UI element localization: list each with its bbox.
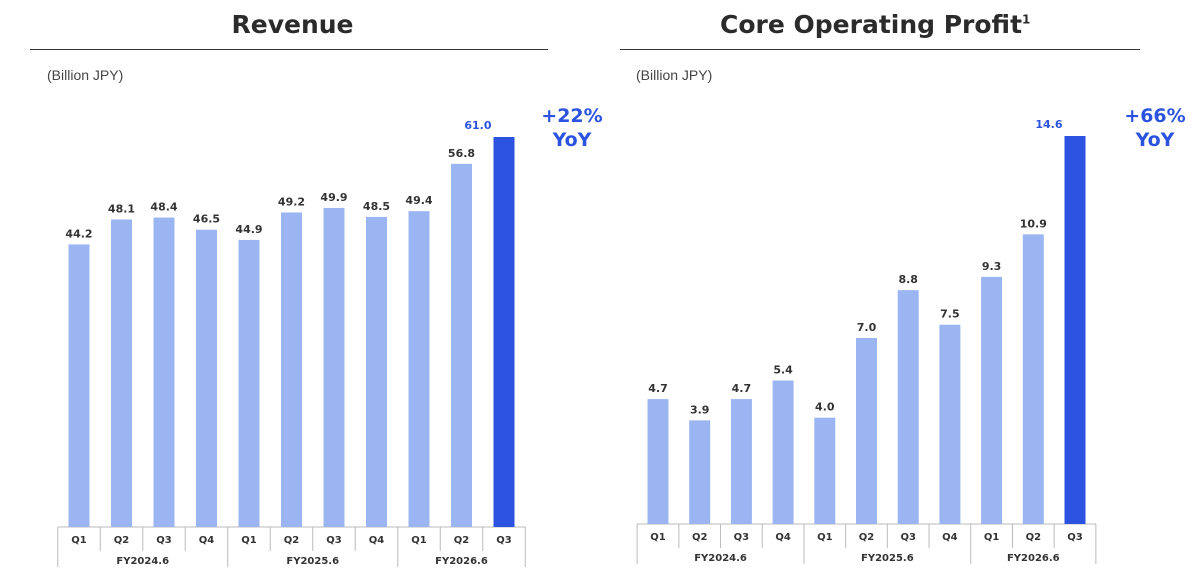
core-operating-profit-value-label-9: 9.3 [982,260,1002,273]
revenue-quarter-label-7: Q3 [326,535,342,546]
core-operating-profit-value-label-2: 3.9 [690,403,710,416]
core-operating-profit-bar-10 [1022,234,1044,524]
revenue-yoy-callout: +22% YoY [540,104,604,152]
core-operating-profit-value-label-8: 7.5 [940,308,960,321]
core-operating-profit-value-label-11: 14.6 [1035,118,1062,131]
revenue-bar-10 [451,163,472,527]
revenue-value-label-4: 46.5 [193,213,220,226]
revenue-bar-5 [238,239,260,527]
core-operating-profit-title-text: Core Operating Profit [720,10,1023,39]
revenue-quarter-label-1: Q1 [71,535,87,546]
core-operating-profit-yoy-callout: +66% YoY [1120,104,1190,152]
revenue-bar-3 [153,217,175,527]
revenue-bar-4 [196,229,217,527]
core-operating-profit-bar-11 [1064,136,1086,524]
core-operating-profit-yoy-change: +66% [1124,105,1186,127]
core-operating-profit-fiscal-year-label-2: FY2025.6 [861,553,914,564]
revenue-fiscal-year-label-2: FY2025.6 [286,556,339,567]
core-operating-profit-quarter-label-1: Q1 [650,532,666,543]
core-operating-profit-quarter-label-5: Q1 [817,532,833,543]
revenue-value-label-8: 48.5 [363,200,390,213]
revenue-quarter-label-3: Q3 [156,535,172,546]
core-operating-profit-title: Core Operating Profit1 [720,10,1030,39]
revenue-panel: Revenue (Billion JPY) +22% YoY 44.2 Q1 48.… [30,10,603,567]
revenue-yoy-change: +22% [541,105,603,127]
revenue-fiscal-year-label-1: FY2024.6 [116,556,169,567]
revenue-quarter-label-6: Q2 [284,535,300,546]
core-operating-profit-quarter-label-7: Q3 [900,532,916,543]
core-operating-profit-fiscal-year-label-3: FY2026.6 [1007,553,1060,564]
core-operating-profit-bar-4 [772,380,794,524]
revenue-fiscal-year-label-3: FY2026.6 [435,556,488,567]
core-operating-profit-quarter-label-2: Q2 [692,532,708,543]
revenue-value-label-3: 48.4 [150,201,177,214]
core-operating-profit-title-rule [620,49,1140,50]
revenue-bar-2 [111,219,132,527]
core-operating-profit-value-label-7: 8.8 [898,273,918,286]
core-operating-profit-value-label-5: 4.0 [815,401,835,414]
core-operating-profit-quarter-label-9: Q1 [984,532,1000,543]
core-operating-profit-quarter-label-8: Q4 [942,532,958,543]
revenue-title: Revenue [231,10,354,39]
revenue-quarter-label-9: Q1 [411,535,427,546]
core-operating-profit-value-label-10: 10.9 [1020,217,1047,230]
revenue-quarter-label-4: Q4 [199,535,215,546]
core-operating-profit-value-label-6: 7.0 [857,321,877,334]
revenue-quarter-label-10: Q2 [454,535,470,546]
core-operating-profit-bar-2 [689,420,711,524]
revenue-bar-8 [366,216,387,527]
core-operating-profit-bar-8 [939,324,961,524]
core-operating-profit-yoy-text: YoY [1135,129,1175,151]
core-operating-profit-quarter-label-6: Q2 [859,532,875,543]
core-operating-profit-bar-6 [856,337,877,524]
core-operating-profit-quarter-label-10: Q2 [1026,532,1042,543]
revenue-value-label-6: 49.2 [278,195,305,208]
revenue-value-label-10: 56.8 [448,147,475,160]
core-operating-profit-bar-3 [730,399,752,524]
revenue-value-label-5: 44.9 [235,223,262,236]
revenue-bar-7 [323,207,345,527]
core-operating-profit-value-label-1: 4.7 [648,382,668,395]
revenue-yoy-text: YoY [552,129,592,151]
revenue-value-label-11: 61.0 [464,119,491,132]
revenue-bar-6 [281,212,302,527]
core-operating-profit-bar-1 [647,399,669,524]
revenue-bar-9 [408,211,430,527]
core-operating-profit-panel: Core Operating Profit1 (Billion JPY) +66… [600,0,1200,577]
revenue-value-label-2: 48.1 [108,202,135,215]
revenue-value-label-1: 44.2 [65,227,92,240]
revenue-quarter-label-2: Q2 [114,535,130,546]
core-operating-profit-value-label-4: 5.4 [773,363,793,376]
revenue-title-rule [30,49,548,50]
core-operating-profit-quarter-label-3: Q3 [734,532,750,543]
core-operating-profit-quarter-label-4: Q4 [775,532,791,543]
core-operating-profit-bar-5 [814,417,836,524]
revenue-quarter-label-5: Q1 [241,535,257,546]
core-operating-profit-bar-7 [897,290,919,524]
core-operating-profit-chart: 4.7 Q1 3.9 Q2 4.7 Q3 5.4 Q4 4.0 Q1 7.0 Q2 8.8 Q3 7.5 Q4… [636,118,1097,564]
revenue-chart: 44.2 Q1 48.1 Q2 48.4 Q3 46.5 Q4 44.9 Q1 49.2 Q2 49.9… [57,119,526,567]
revenue-bar-11 [493,137,515,527]
revenue-unit-label: (Billion JPY) [47,67,124,83]
revenue-value-label-7: 49.9 [320,191,347,204]
core-operating-profit-unit-label: (Billion JPY) [636,67,713,83]
revenue-quarter-label-11: Q3 [496,535,512,546]
core-operating-profit-title-footnote: 1 [1022,12,1031,27]
core-operating-profit-bar-9 [981,276,1003,524]
core-operating-profit-value-label-3: 4.7 [732,382,752,395]
revenue-bar-1 [68,244,90,527]
core-operating-profit-quarter-label-11: Q3 [1067,532,1083,543]
revenue-quarter-label-8: Q4 [369,535,385,546]
core-operating-profit-fiscal-year-label-1: FY2024.6 [694,553,747,564]
revenue-value-label-9: 49.4 [405,194,432,207]
